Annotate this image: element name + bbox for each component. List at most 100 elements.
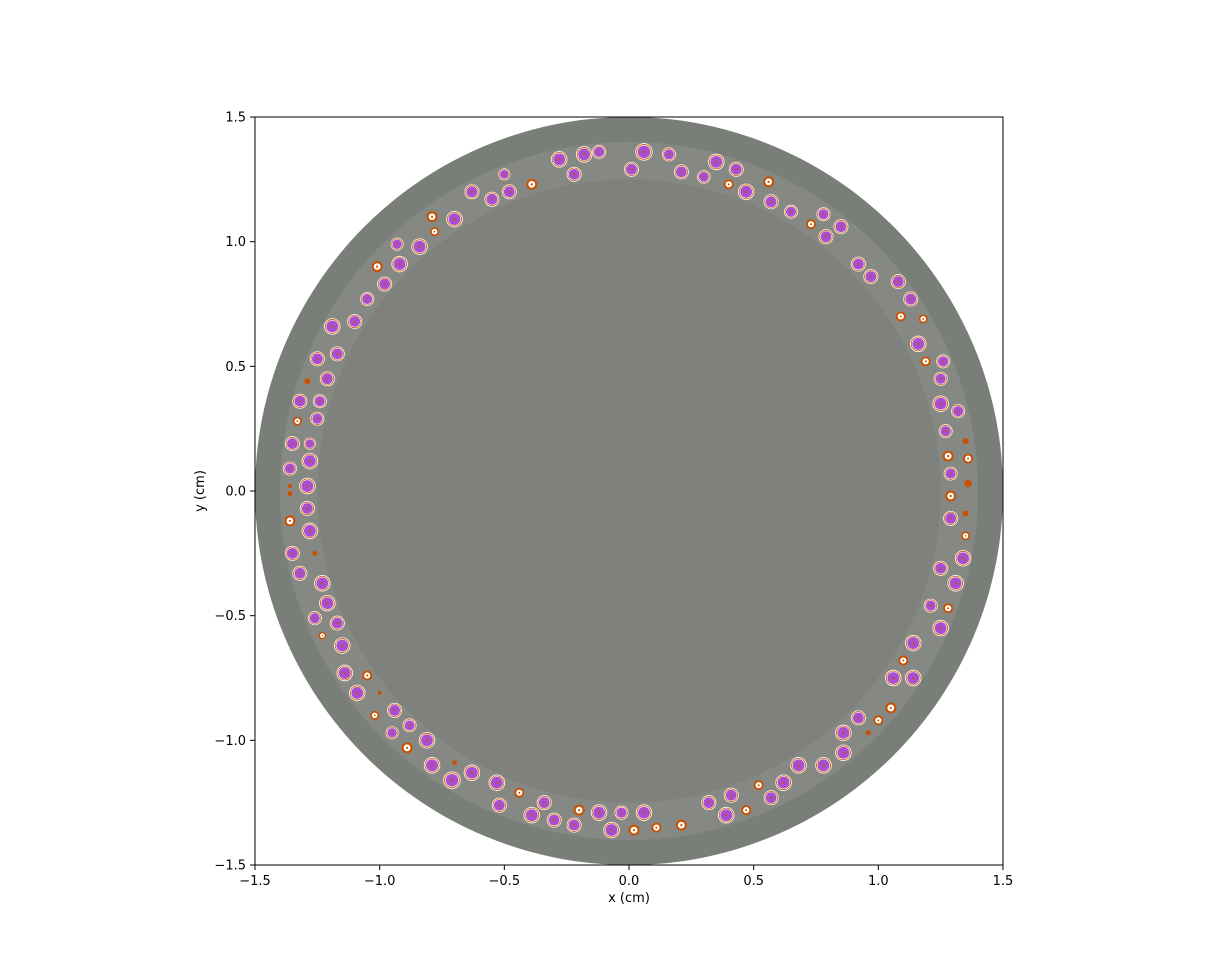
particle <box>753 780 764 791</box>
particle-center <box>405 746 409 749</box>
particle <box>284 436 300 452</box>
particle-center <box>507 190 511 194</box>
particle-center <box>296 420 299 423</box>
particle-center <box>503 173 506 176</box>
particle <box>546 812 562 828</box>
particle-dot <box>964 479 972 488</box>
particle <box>301 452 319 470</box>
particle <box>863 269 879 285</box>
particle <box>933 560 949 576</box>
particle <box>816 207 831 222</box>
particle <box>309 351 325 367</box>
particle-center <box>572 173 576 176</box>
particle-center <box>408 724 411 727</box>
particle <box>312 394 327 409</box>
particle <box>377 276 393 292</box>
particle <box>943 603 954 614</box>
particle <box>411 238 428 255</box>
particle-center <box>782 781 786 785</box>
particle-center <box>841 751 845 755</box>
particle-center <box>518 791 521 794</box>
particle <box>464 184 480 200</box>
x-tick-label: −1.0 <box>364 874 396 889</box>
particle <box>784 204 799 219</box>
y-tick-label: 0.5 <box>225 360 246 375</box>
particle-center <box>964 534 967 537</box>
particle <box>947 575 964 592</box>
particle-dot <box>377 690 382 695</box>
particle <box>523 806 540 824</box>
particle <box>873 715 884 726</box>
particle-center <box>315 357 319 361</box>
particle-center <box>916 342 920 346</box>
particle-center <box>857 716 860 720</box>
particle <box>963 453 974 464</box>
particle-center <box>343 671 347 675</box>
particle <box>775 774 792 791</box>
particle-center <box>610 828 614 832</box>
particle-center <box>288 519 292 523</box>
particle <box>895 311 906 322</box>
particle <box>299 477 316 495</box>
particle-center <box>896 280 900 283</box>
particle-center <box>949 472 952 475</box>
particle-center <box>365 297 369 301</box>
particle <box>835 744 852 762</box>
particle-center <box>430 215 434 218</box>
particle-center <box>877 719 880 722</box>
particle-dot <box>287 491 293 496</box>
particle-center <box>353 320 357 323</box>
particle-dot <box>304 378 311 385</box>
particle-center <box>366 674 369 677</box>
particle <box>329 615 345 631</box>
particle <box>728 161 744 177</box>
particle-center <box>425 738 429 742</box>
particle-center <box>632 828 636 832</box>
particle <box>933 371 948 386</box>
particle <box>319 371 335 387</box>
particle <box>635 143 653 161</box>
particle-center <box>891 676 895 680</box>
x-tick-label: −0.5 <box>489 874 521 889</box>
particle <box>708 153 725 171</box>
particle-center <box>680 170 683 174</box>
particle-center <box>433 230 436 233</box>
particle <box>312 550 318 556</box>
particle-dot <box>962 438 969 445</box>
particle <box>307 611 322 626</box>
particle-center <box>452 217 456 221</box>
particle-center <box>620 811 623 814</box>
particle <box>603 821 620 839</box>
particle-center <box>316 417 319 420</box>
y-axis: −1.5 −1.0 −0.5 0.0 0.5 1.0 1.5 <box>214 111 255 874</box>
particle-center <box>642 150 646 154</box>
particle-center <box>313 616 317 620</box>
particle-center <box>889 706 892 710</box>
particle-center <box>939 377 942 381</box>
y-tick-label: 1.0 <box>225 235 246 250</box>
particle <box>624 161 639 177</box>
particle <box>945 490 957 502</box>
particle-center <box>320 581 324 585</box>
particle <box>898 655 909 666</box>
particle-center <box>947 607 950 610</box>
particle <box>550 151 568 168</box>
particle-center <box>330 324 334 328</box>
particle <box>284 545 300 561</box>
particle <box>566 817 582 833</box>
particle <box>443 771 461 789</box>
particle <box>737 183 755 201</box>
x-axis: −1.5 −1.0 −0.5 0.0 0.5 1.0 1.5 <box>239 865 1013 889</box>
particle-center <box>291 551 294 555</box>
particle <box>909 335 927 353</box>
particle <box>292 416 302 426</box>
particle <box>573 804 585 816</box>
particle-dot <box>962 510 969 517</box>
particle <box>318 631 327 640</box>
particle-center <box>857 262 860 266</box>
particle-center <box>769 200 773 204</box>
particle-center <box>298 571 302 575</box>
particle <box>920 356 931 367</box>
particle-center <box>939 566 943 570</box>
particle <box>491 797 507 813</box>
